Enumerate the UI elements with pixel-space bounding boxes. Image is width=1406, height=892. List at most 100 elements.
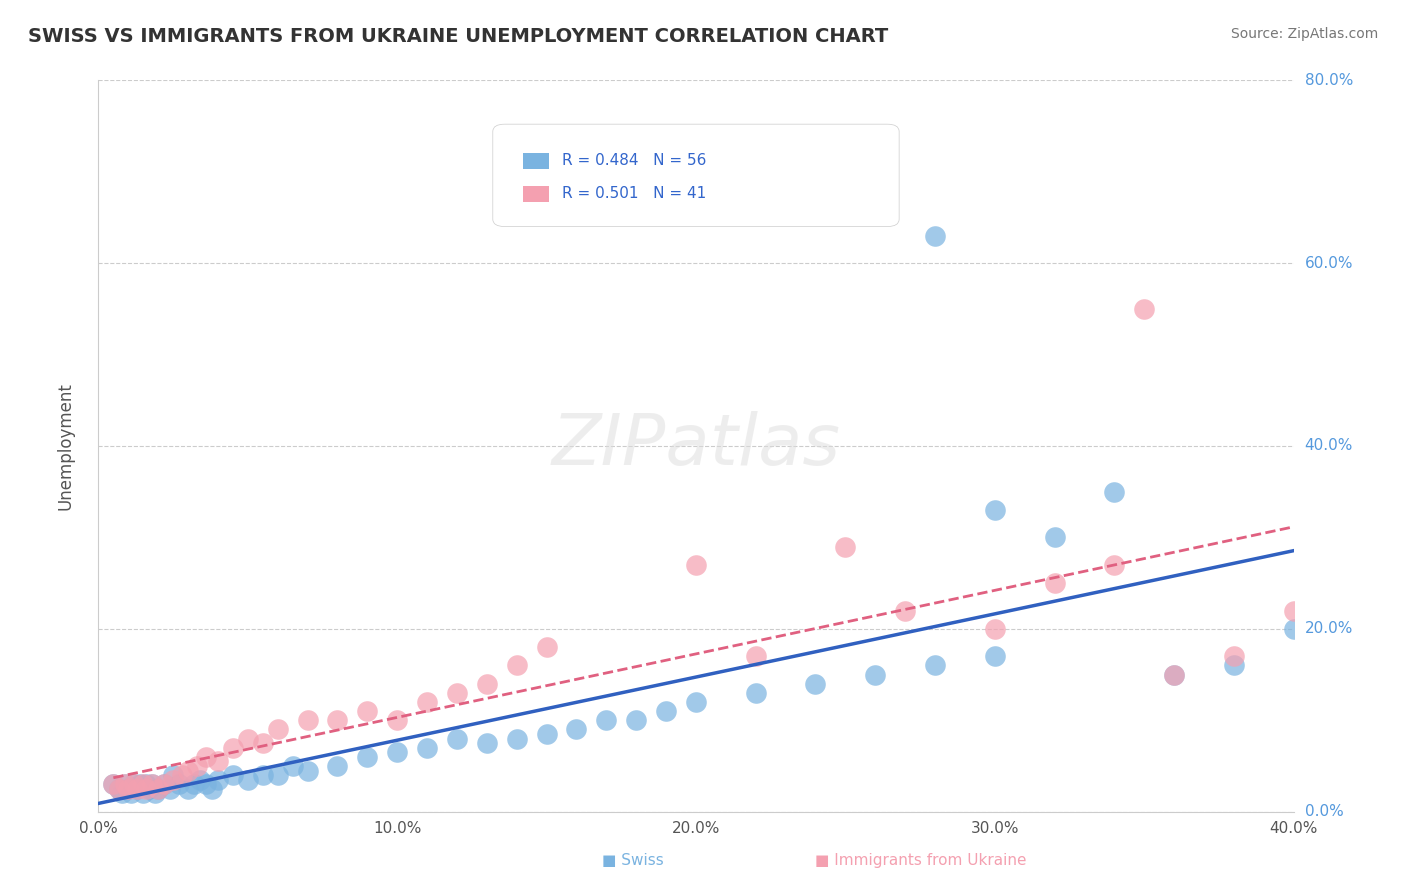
Point [446,686,468,700]
Point [894,603,917,617]
Point [252,736,274,750]
Point [506,658,529,673]
Point [984,649,1007,664]
Point [745,649,768,664]
Point [804,676,827,690]
Point [108,781,131,796]
Point [195,777,218,791]
Point [536,727,558,741]
Point [1104,484,1126,499]
Text: R = 0.484   N = 56: R = 0.484 N = 56 [562,153,706,169]
Point [135,781,157,796]
Point [252,768,274,782]
Text: SWISS VS IMMIGRANTS FROM UKRAINE UNEMPLOYMENT CORRELATION CHART: SWISS VS IMMIGRANTS FROM UKRAINE UNEMPLO… [28,27,889,45]
Point [153,777,176,791]
Point [267,768,290,782]
Text: ■ Swiss: ■ Swiss [602,854,664,868]
Point [984,622,1007,636]
Point [834,540,856,554]
Point [236,731,259,746]
Point [984,503,1007,517]
Point [1163,667,1185,681]
Point [186,759,208,773]
Point [356,704,378,718]
Text: 60.0%: 60.0% [1305,256,1353,270]
Point [135,777,157,791]
Point [685,558,707,572]
Text: R = 0.501   N = 41: R = 0.501 N = 41 [562,186,706,202]
Point [385,714,409,728]
Point [183,777,205,791]
Point [565,723,588,737]
Point [172,768,194,782]
Point [201,781,224,796]
Point [127,781,149,796]
Point [148,781,170,796]
Point [267,723,290,737]
Point [1104,558,1126,572]
Text: 0.0%: 0.0% [1305,805,1343,819]
Point [117,781,139,796]
Point [177,764,200,778]
Text: ■ Immigrants from Ukraine: ■ Immigrants from Ukraine [815,854,1026,868]
Point [117,781,139,796]
Point [536,640,558,655]
Point [655,704,678,718]
Point [924,228,946,243]
Point [326,759,349,773]
Text: 20.0%: 20.0% [1305,622,1353,636]
Point [138,781,160,796]
Point [127,781,149,796]
Point [120,787,142,801]
Text: Source: ZipAtlas.com: Source: ZipAtlas.com [1230,27,1378,41]
Text: 40.0%: 40.0% [1305,439,1353,453]
Point [114,777,136,791]
Text: ZIPatlas: ZIPatlas [551,411,841,481]
Point [1133,301,1156,316]
Point [124,777,146,791]
Point [924,658,946,673]
Point [385,745,409,759]
Point [103,777,125,791]
Text: 80.0%: 80.0% [1305,73,1353,87]
Point [297,764,319,778]
Point [1223,649,1246,664]
Point [356,749,378,764]
Point [475,736,498,750]
Point [132,787,155,801]
Point [297,714,319,728]
Point [416,695,439,709]
FancyBboxPatch shape [523,186,548,202]
Point [132,777,155,791]
Point [326,714,349,728]
Point [1043,530,1066,544]
Point [148,781,170,796]
Point [475,676,498,690]
Point [207,755,229,769]
Point [236,772,259,787]
Point [506,731,529,746]
Point [745,686,768,700]
Point [1163,667,1185,681]
Point [124,777,146,791]
Point [141,777,163,791]
Point [143,787,166,801]
Point [1043,576,1066,591]
Point [153,777,176,791]
Y-axis label: Unemployment: Unemployment [56,382,75,510]
Point [129,777,152,791]
Point [207,772,229,787]
Point [446,731,468,746]
FancyBboxPatch shape [494,124,900,227]
Point [1282,622,1305,636]
Point [159,781,181,796]
Point [177,781,200,796]
Point [114,777,136,791]
Point [111,787,134,801]
Point [195,749,218,764]
Point [865,667,887,681]
Point [162,768,184,782]
Point [167,777,190,791]
FancyBboxPatch shape [523,153,548,169]
Point [188,772,211,787]
